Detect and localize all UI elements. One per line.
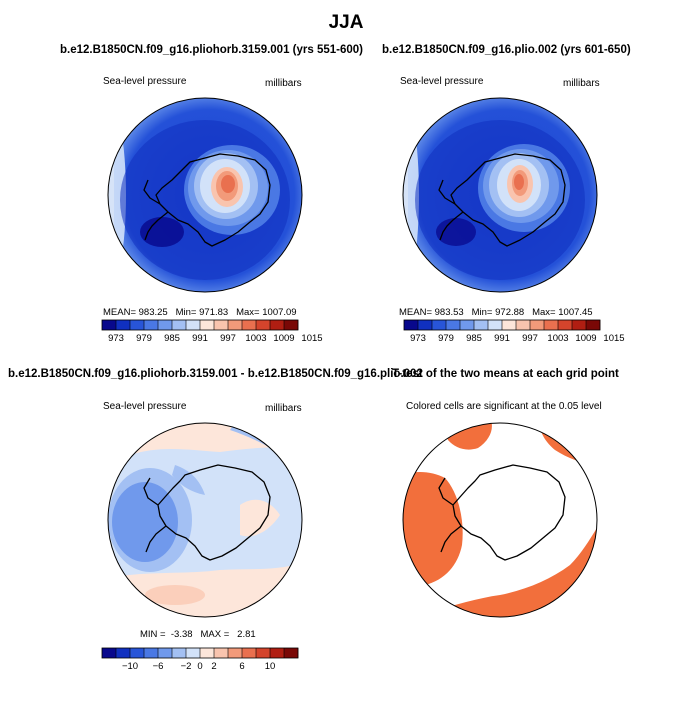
colorbar-top-left-tick-label: 1009 (273, 333, 294, 344)
colorbar-top-right-swatch (516, 320, 531, 330)
colorbar-top-left-swatch (214, 320, 229, 330)
panel-units-top-left: millibars (265, 78, 302, 89)
panel-left-label-bottom-left: Sea-level pressure (103, 401, 187, 412)
colorbar-top-right-swatch (558, 320, 573, 330)
colorbar-top-right-tick-label: 979 (438, 333, 454, 344)
colorbar-top-right-swatch (544, 320, 559, 330)
colorbar-top-left: 973 979 985 991 997 1003 1009 1015 (101, 319, 323, 344)
colorbar-top-left-swatch (116, 320, 131, 330)
panel-caption-bottom-right: Colored cells are significant at the 0.0… (406, 401, 602, 412)
colorbar-top-left-swatch (284, 320, 299, 330)
colorbar-bottom-left-swatch (256, 648, 271, 658)
colorbar-top-right-swatch (586, 320, 601, 330)
colorbar-top-left-swatch (242, 320, 257, 330)
colorbar-top-right-swatch (460, 320, 475, 330)
colorbar-top-right-tick-label: 1015 (603, 333, 624, 344)
colorbar-top-left-swatch (200, 320, 215, 330)
stats-top-right: MEAN= 983.53 Min= 972.88 Max= 1007.45 (399, 307, 593, 318)
colorbar-top-right-tick-label: 1009 (575, 333, 596, 344)
colorbar-top-right-tick-label: 1003 (547, 333, 568, 344)
panel-title-top-right: b.e12.B1850CN.f09_g16.plio.002 (yrs 601-… (382, 44, 631, 56)
colorbar-top-left-swatch (172, 320, 187, 330)
colorbar-top-left-swatch (158, 320, 173, 330)
colorbar-top-left-tick-label: 991 (192, 333, 208, 344)
colorbar-top-left-tick-label: 997 (220, 333, 236, 344)
colorbar-top-left-swatch (130, 320, 145, 330)
colorbar-bottom-left-swatch (158, 648, 173, 658)
stats-bottom-left: MIN = -3.38 MAX = 2.81 (140, 629, 256, 640)
colorbar-bottom-left-tick-label: −2 (181, 661, 192, 672)
colorbar-bottom-left-tick-label: 10 (265, 661, 276, 672)
panel-left-label-top-left: Sea-level pressure (103, 76, 187, 87)
colorbar-top-left-swatch (228, 320, 243, 330)
colorbar-bottom-left: −10 −6 −2 0 2 6 10 (101, 647, 299, 672)
colorbar-bottom-left-swatch (284, 648, 299, 658)
colorbar-bottom-left-swatch (130, 648, 145, 658)
figure-title: JJA (328, 12, 364, 33)
colorbar-bottom-left-swatch (214, 648, 229, 658)
colorbar-bottom-left-swatch (228, 648, 243, 658)
panel-title-bottom-left: b.e12.B1850CN.f09_g16.pliohorb.3159.001 … (8, 368, 423, 380)
colorbar-top-left-tick-label: 1003 (245, 333, 266, 344)
colorbar-top-right: 973 979 985 991 997 1003 1009 1015 (403, 319, 625, 344)
colorbar-top-left-swatch (102, 320, 117, 330)
panel-units-bottom-left: millibars (265, 403, 302, 414)
colorbar-top-right-swatch (404, 320, 419, 330)
colorbar-top-left-swatch (270, 320, 285, 330)
colorbar-top-left-swatch (144, 320, 159, 330)
colorbar-bottom-left-swatch (102, 648, 117, 658)
colorbar-bottom-left-tick-label: 2 (211, 661, 216, 672)
colorbar-top-right-swatch (432, 320, 447, 330)
colorbar-top-right-swatch (418, 320, 433, 330)
colorbar-top-right-swatch (474, 320, 489, 330)
colorbar-top-left-tick-label: 985 (164, 333, 180, 344)
colorbar-top-right-tick-label: 997 (522, 333, 538, 344)
colorbar-bottom-left-swatch (270, 648, 285, 658)
colorbar-bottom-left-swatch (186, 648, 201, 658)
panel-title-bottom-right: T-test of the two means at each grid poi… (392, 368, 619, 380)
panel-units-top-right: millibars (563, 78, 600, 89)
colorbar-top-right-swatch (502, 320, 517, 330)
colorbar-bottom-left-tick-label: −6 (153, 661, 164, 672)
colorbar-top-right-tick-label: 991 (494, 333, 510, 344)
panel-left-label-top-right: Sea-level pressure (400, 76, 484, 87)
colorbar-bottom-left-swatch (200, 648, 215, 658)
stats-top-left: MEAN= 983.25 Min= 971.83 Max= 1007.09 (103, 307, 297, 318)
panel-title-top-left: b.e12.B1850CN.f09_g16.pliohorb.3159.001 … (60, 44, 363, 56)
colorbar-top-left-tick-label: 973 (108, 333, 124, 344)
colorbar-top-right-swatch (488, 320, 503, 330)
colorbar-top-left-tick-label: 979 (136, 333, 152, 344)
colorbar-top-right-swatch (572, 320, 587, 330)
colorbar-bottom-left-swatch (172, 648, 187, 658)
colorbar-top-right-tick-label: 973 (410, 333, 426, 344)
colorbar-top-left-swatch (186, 320, 201, 330)
colorbar-top-right-swatch (530, 320, 545, 330)
colorbar-bottom-left-tick-label: 6 (239, 661, 244, 672)
colorbar-bottom-left-swatch (144, 648, 159, 658)
colorbar-top-left-tick-label: 1015 (301, 333, 322, 344)
colorbar-bottom-left-swatch (242, 648, 257, 658)
colorbar-bottom-left-swatch (116, 648, 131, 658)
colorbar-bottom-left-tick-label: 0 (197, 661, 202, 672)
colorbar-top-right-tick-label: 985 (466, 333, 482, 344)
colorbar-top-left-swatch (256, 320, 271, 330)
colorbar-top-right-swatch (446, 320, 461, 330)
colorbar-bottom-left-tick-label: −10 (122, 661, 138, 672)
